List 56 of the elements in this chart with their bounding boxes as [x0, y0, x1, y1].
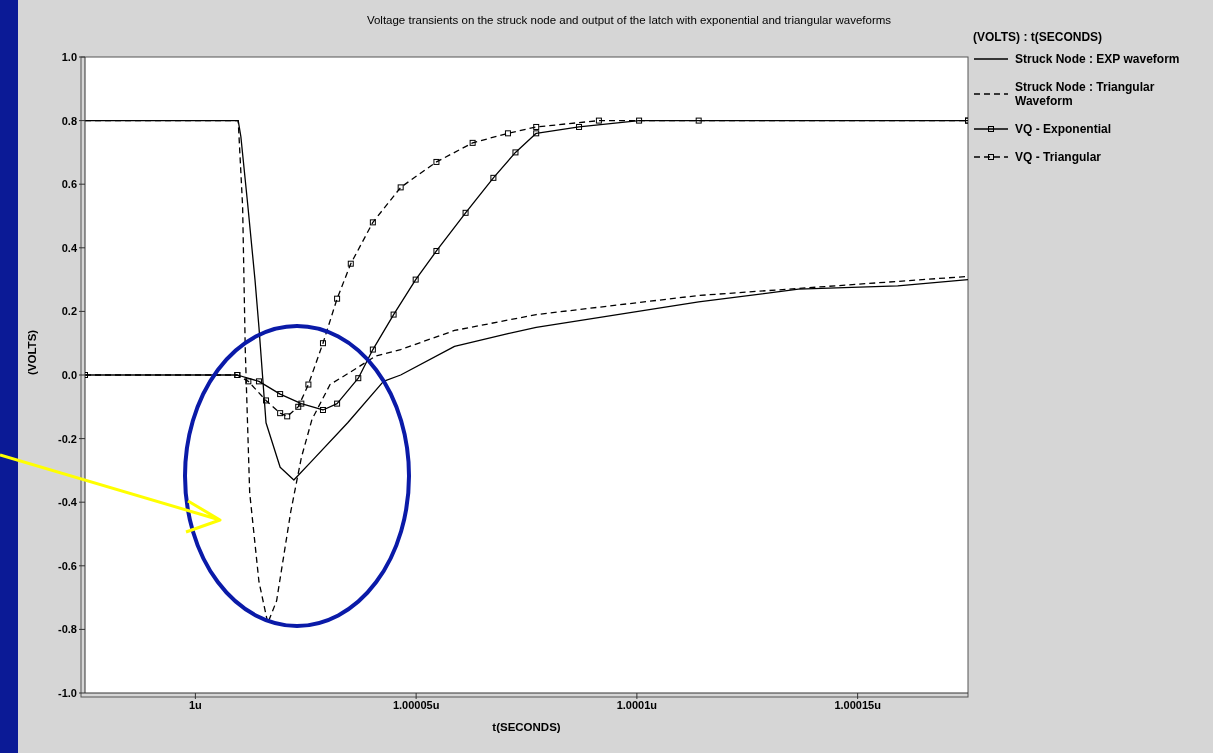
point [369, 346, 376, 353]
y-tick-label: -0.6 [58, 559, 77, 572]
legend-label: VQ - Triangular [1015, 150, 1102, 164]
point [595, 117, 602, 124]
x-tick-label: 1.00005u [392, 698, 440, 711]
point [284, 413, 291, 420]
y-tick-label: 0.4 [61, 241, 78, 254]
point [277, 391, 284, 398]
point [433, 158, 440, 165]
y-axis-title: (VOLTS) [26, 329, 39, 375]
point [334, 295, 341, 302]
legend-label: VQ - Exponential [1015, 122, 1112, 136]
y-tick-label: 0.0 [61, 368, 77, 381]
x-axis-title: t(SECONDS) [492, 721, 561, 733]
point [533, 123, 540, 130]
y-tick-label: 0.8 [61, 114, 77, 127]
x-tick-label: 1.0001u [616, 698, 658, 711]
point [576, 123, 583, 130]
legend-title: (VOLTS) : t(SECONDS) [973, 30, 1104, 44]
point [390, 311, 397, 318]
point [319, 340, 326, 347]
y-tick-label: -0.8 [58, 623, 77, 636]
point [636, 117, 643, 124]
legend-label: Struck Node : Triangular Waveform [1015, 80, 1156, 108]
point [369, 219, 376, 226]
point [295, 403, 302, 410]
x-tick-label: 1u [188, 698, 202, 711]
y-tick-label: 0.2 [61, 305, 77, 318]
point [355, 375, 362, 382]
point [462, 209, 469, 216]
point [412, 276, 419, 283]
x-tick-label: 1.00015u [834, 698, 881, 711]
point [433, 247, 440, 254]
point [504, 130, 511, 137]
point [305, 381, 312, 388]
point [263, 397, 270, 404]
point [347, 260, 354, 267]
chart-title: Voltage transients on the struck node and output of the latch with exponential and triangular waveforms [366, 14, 892, 26]
point [245, 378, 252, 385]
y-tick-label: 0.6 [61, 178, 77, 191]
point [397, 184, 404, 191]
point [533, 130, 540, 137]
y-tick-label: -0.2 [58, 432, 77, 445]
point [469, 139, 476, 146]
y-tick-label: -0.4 [58, 496, 78, 509]
point [490, 174, 497, 181]
point [695, 117, 702, 124]
legend-label: Struck Node : EXP waveform [1015, 52, 1180, 66]
point [255, 378, 262, 385]
point [319, 406, 326, 413]
point [512, 149, 519, 156]
y-tick-label: -1.0 [58, 686, 77, 699]
point [277, 410, 284, 417]
point [298, 400, 305, 407]
y-tick-label: 1.0 [61, 50, 77, 63]
point [334, 400, 341, 407]
